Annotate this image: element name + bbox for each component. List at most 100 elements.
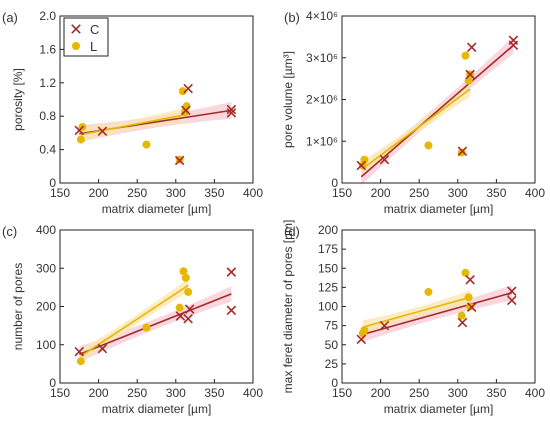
panel-d-y-tick-label: 100	[318, 300, 338, 314]
panel-d-y-tick-label: 25	[325, 357, 339, 371]
panel-d-point-C	[356, 334, 367, 345]
panel-d-point-C-stroke-b	[507, 286, 517, 296]
panel-d-x-tick-label: 300	[448, 386, 468, 400]
panel-d-y-tick-label: 200	[318, 223, 338, 237]
panel-b-x-tick-label: 250	[409, 186, 429, 200]
panel-c-point-C	[184, 304, 195, 314]
panel-d-point-C	[465, 274, 475, 285]
panel-b-y-tick-label: 4×10⁶	[306, 9, 338, 23]
panel-d-y-tick-label: 75	[325, 319, 339, 333]
panel-d-x-tick-label: 400	[525, 386, 545, 400]
panel-d-point-C	[379, 320, 390, 331]
panel-d-x-tick-label: 150	[332, 386, 352, 400]
panel-c-x-tick-label: 300	[166, 386, 186, 400]
panel-b-x-tick-label: 350	[486, 186, 506, 200]
panel-c-y-tick-label: 100	[36, 338, 56, 352]
panel-c-panel-label: (c)	[2, 224, 17, 239]
panel-c-point-L	[184, 287, 193, 296]
panel-a-point-C	[97, 126, 108, 136]
panel-b-x-tick-label: 150	[332, 186, 352, 200]
panel-b-point-C-stroke-b	[508, 35, 519, 45]
panel-b-point-C	[379, 154, 390, 165]
legend-label-C: C	[90, 22, 99, 37]
panel-d-x-axis-label: matrix diameter [µm]	[384, 402, 494, 416]
panel-c-y-tick-label: 0	[49, 376, 56, 390]
panel-c-point-C-stroke-b	[97, 343, 108, 354]
panel-a-point-C-stroke-b	[174, 155, 185, 166]
panel-b-y-tick-label: 0	[331, 176, 338, 190]
panel-a-x-tick-label: 300	[166, 186, 186, 200]
panel-d-point-C-stroke-b	[457, 317, 468, 328]
legend-marker-C	[71, 24, 81, 34]
panel-d-point-L	[457, 311, 466, 320]
panel-a-point-C-stroke-b	[183, 83, 193, 94]
panel-a-fit-line-L	[80, 113, 187, 136]
panel-b-point-L	[360, 155, 369, 164]
panel-a-point-C	[226, 108, 237, 118]
panel-a: 150 200 250 300 350 400 0 0.4 0.8 1.2 1.6 2.0 matrix…	[2, 9, 263, 216]
panel-b-x-axis-label: matrix diameter [µm]	[384, 202, 494, 216]
panel-d-y-tick-label: 0	[331, 376, 338, 390]
panel-b-point-C-stroke-b	[466, 42, 477, 53]
panel-a-point-C-stroke-b	[97, 126, 108, 136]
panel-d-point-C	[507, 295, 517, 306]
panel-d-x-tick-label: 200	[371, 386, 391, 400]
panel-d-point-C-stroke-b	[356, 334, 367, 345]
panel-a-point-C	[181, 105, 191, 116]
panel-d-point-C-stroke-b	[465, 274, 475, 285]
panel-d-x-tick-label: 350	[486, 386, 506, 400]
panel-a-x-tick-label: 400	[243, 186, 263, 200]
panel-d-y-tick-label: 150	[318, 261, 338, 275]
panel-a-point-C	[74, 125, 85, 136]
panel-c-point-C-stroke-b	[226, 267, 237, 277]
panel-d-panel-label: (d)	[284, 224, 300, 239]
panel-b-point-C	[465, 69, 475, 80]
panel-c-fit-line-C	[79, 293, 232, 356]
panel-b-x-tick-label: 400	[525, 186, 545, 200]
panel-a-y-tick-label: 0	[49, 176, 56, 190]
panel-d-point-L	[424, 287, 433, 296]
panel-b-point-C-stroke-b	[379, 154, 390, 165]
panel-b-x-tick-label: 300	[448, 186, 468, 200]
legend: CL	[63, 17, 109, 57]
panel-a-y-tick-label: 2.0	[39, 9, 56, 23]
panel-b-point-C	[508, 35, 519, 45]
panel-c-point-L	[142, 323, 151, 332]
panel-c-y-axis-label: number of pores	[11, 263, 25, 350]
panel-c-point-C-stroke-b	[226, 305, 237, 316]
panel-a-x-axis-label: matrix diameter [µm]	[102, 202, 212, 216]
panel-c-x-tick-label: 200	[89, 386, 109, 400]
panel-a-y-tick-label: 1.2	[39, 76, 56, 90]
panel-d-y-tick-label: 125	[318, 280, 338, 294]
panel-b-x-tick-label: 200	[371, 186, 391, 200]
panel-c-point-C	[74, 346, 85, 357]
panel-a-y-tick-label: 1.6	[39, 42, 56, 56]
panel-d-x-tick-label: 250	[409, 386, 429, 400]
panel-c-point-L	[175, 303, 184, 312]
panel-c-point-L	[179, 267, 188, 276]
panel-c-x-axis-label: matrix diameter [µm]	[102, 402, 212, 416]
panel-c-point-C	[97, 343, 108, 354]
panel-a-panel-label: (a)	[2, 10, 18, 25]
panel-b-point-C	[356, 160, 367, 171]
panel-c-point-C	[226, 305, 237, 316]
panel-c-point-C	[175, 311, 186, 321]
panel-a-point-L	[142, 140, 151, 149]
panel-d-point-L	[464, 293, 473, 302]
panel-a-point-L	[76, 135, 85, 144]
panel-a-axes-frame	[59, 15, 254, 184]
panel-b-y-tick-label: 3×10⁶	[306, 51, 338, 65]
legend-marker-L	[72, 42, 80, 50]
panel-c-y-tick-label: 300	[36, 261, 56, 275]
panel-d-point-L	[461, 268, 470, 277]
panel-b-fit-line-C	[360, 44, 514, 178]
panel-c-point-L	[76, 357, 85, 366]
panel-d-y-tick-label: 175	[318, 242, 338, 256]
panel-d-point-C-stroke-b	[507, 295, 517, 306]
panel-d-point-C	[466, 302, 477, 313]
panel-c-y-tick-label: 400	[36, 223, 56, 237]
panel-a-point-C-stroke-b	[74, 125, 85, 136]
panel-a-y-tick-label: 0.4	[39, 143, 56, 157]
panel-d-point-C	[507, 286, 517, 296]
